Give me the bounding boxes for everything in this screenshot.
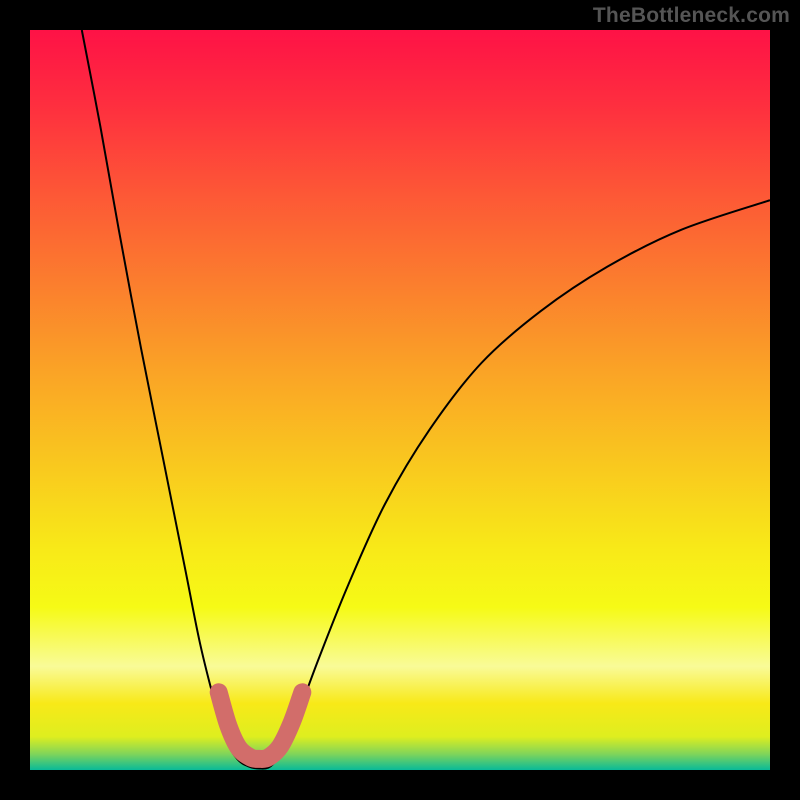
watermark-text: TheBottleneck.com bbox=[593, 4, 790, 28]
bottleneck-chart bbox=[30, 30, 770, 770]
chart-background bbox=[30, 30, 770, 770]
